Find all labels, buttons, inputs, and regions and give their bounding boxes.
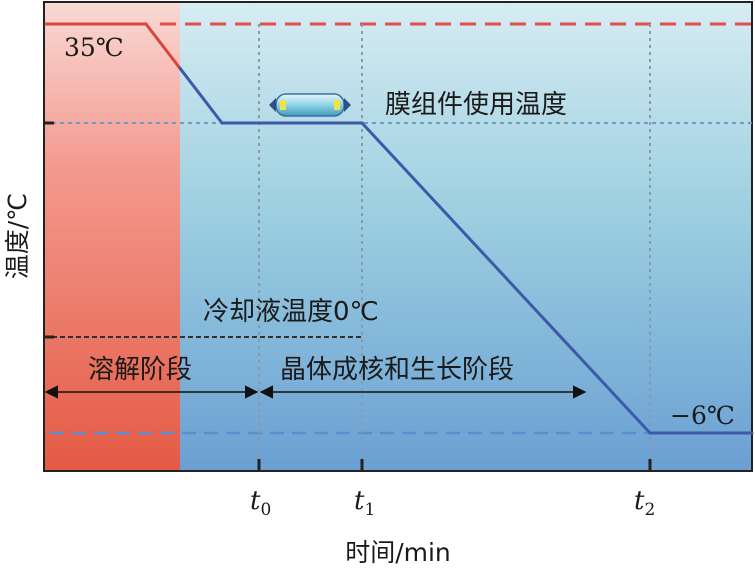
profile-segment-3 <box>360 121 652 435</box>
profile-segment-1b <box>178 66 224 125</box>
y-axis-title: 温度/℃ <box>3 193 32 280</box>
membrane-temp-label: 膜组件使用温度 <box>385 90 567 120</box>
membrane-module-icon <box>269 93 351 117</box>
temperature-profile <box>44 22 754 435</box>
phase-label-dissolution: 溶解阶段 <box>88 355 192 385</box>
profile-segment-1a <box>144 22 182 70</box>
coolant-temp-label: 冷却液温度0℃ <box>203 297 379 327</box>
x-tick-label-t1: t1 <box>354 486 375 520</box>
plot-frame <box>43 1 753 472</box>
end-temp-label: −6℃ <box>670 401 735 430</box>
phase-label-growth: 晶体成核和生长阶段 <box>280 355 514 385</box>
start-temp-label: 35℃ <box>64 33 124 62</box>
x-tick-label-t0: t0 <box>250 486 271 520</box>
x-axis-title: 时间/min <box>345 538 451 567</box>
x-tick-label-t2: t2 <box>634 486 655 520</box>
dissolution-zone <box>44 2 180 471</box>
